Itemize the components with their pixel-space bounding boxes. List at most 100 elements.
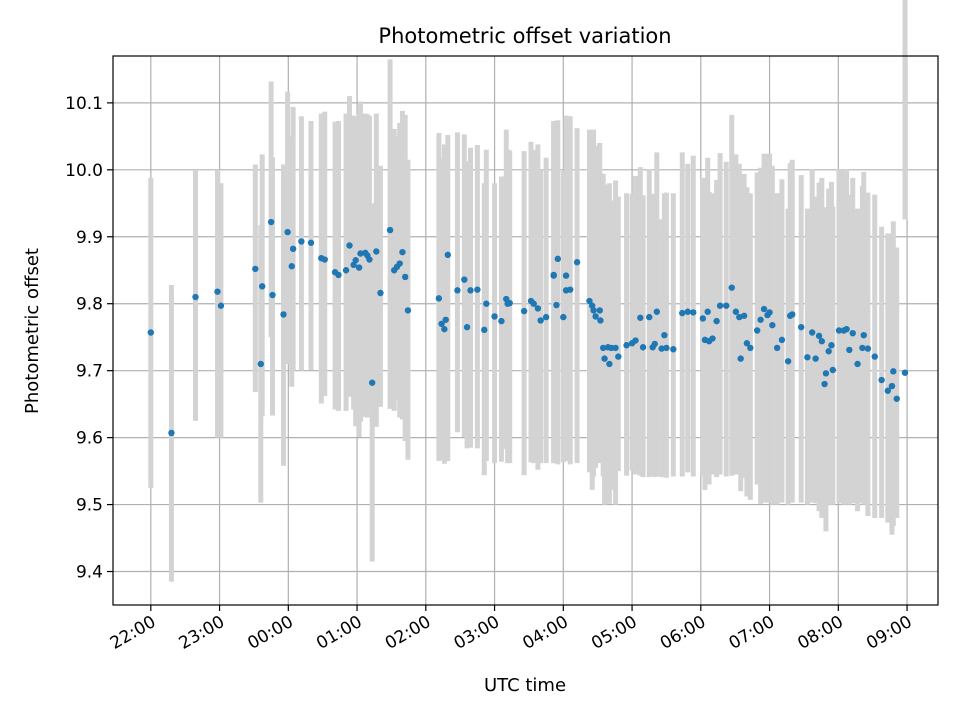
data-point: [284, 228, 291, 236]
data-point: [713, 317, 720, 325]
data-point: [797, 323, 805, 331]
data-point: [147, 329, 155, 336]
data-point: [467, 287, 474, 294]
data-point: [386, 226, 394, 234]
data-point: [491, 313, 498, 320]
data-point: [217, 302, 225, 309]
data-point: [615, 353, 622, 360]
data-point: [307, 239, 315, 246]
data-point: [632, 337, 639, 344]
data-point: [679, 309, 686, 317]
data-point: [373, 248, 380, 255]
chart-title: Photometric offset variation: [378, 24, 671, 48]
data-point: [884, 387, 892, 394]
data-point: [168, 429, 175, 437]
data-point: [901, 369, 909, 376]
data-point: [404, 307, 412, 314]
data-point: [854, 360, 861, 368]
data-point: [859, 344, 866, 352]
data-point: [289, 245, 297, 253]
data-point: [461, 276, 468, 283]
data-point: [553, 301, 560, 309]
data-point: [658, 345, 665, 352]
data-point: [812, 355, 819, 362]
data-point: [352, 257, 359, 264]
data-point: [438, 320, 445, 328]
data-point: [550, 272, 557, 279]
data-point: [435, 295, 443, 302]
data-point: [890, 368, 897, 375]
data-point: [804, 354, 811, 361]
y-tick-label: 9.5: [76, 496, 103, 516]
data-point: [843, 325, 850, 333]
data-point: [474, 286, 481, 293]
data-point: [454, 287, 461, 294]
data-point: [646, 313, 653, 321]
data-point: [778, 336, 786, 344]
data-point: [821, 380, 828, 388]
data-point: [463, 323, 471, 331]
data-point: [690, 309, 697, 316]
data-point: [732, 308, 740, 315]
data-point: [562, 272, 570, 279]
data-point: [740, 312, 748, 319]
data-point: [684, 308, 691, 315]
data-point: [699, 315, 707, 322]
data-point: [444, 251, 452, 259]
data-point: [835, 327, 843, 334]
data-point: [893, 395, 900, 402]
data-point: [846, 346, 853, 354]
data-point: [586, 297, 593, 305]
data-point: [670, 346, 677, 353]
data-point: [298, 238, 305, 245]
data-point: [888, 382, 896, 390]
data-point: [267, 218, 275, 226]
data-point: [716, 302, 724, 309]
data-point: [596, 307, 603, 314]
data-point: [825, 348, 832, 355]
data-point: [530, 300, 537, 307]
data-point: [815, 332, 823, 340]
y-axis-ticks: 9.4 9.5 9.6 9.7 9.8 9.9 10.0 10.1: [65, 94, 113, 583]
data-point: [357, 250, 364, 257]
data-point: [828, 342, 835, 349]
data-point: [637, 314, 644, 321]
data-point: [257, 360, 265, 368]
data-point: [728, 284, 735, 291]
data-point: [808, 329, 816, 336]
data-point: [878, 376, 885, 384]
data-point: [280, 311, 287, 318]
data-point: [592, 313, 599, 320]
data-point: [599, 344, 607, 352]
data-point: [214, 288, 221, 295]
data-point: [399, 248, 406, 256]
data-point: [368, 379, 376, 386]
data-point: [723, 302, 730, 309]
data-point: [789, 311, 796, 318]
data-point: [653, 308, 661, 315]
data-point: [537, 317, 544, 324]
y-tick-label: 9.4: [76, 563, 103, 583]
data-point: [753, 327, 761, 334]
data-point: [860, 331, 867, 339]
data-point: [542, 313, 550, 321]
data-point: [442, 316, 449, 323]
data-point: [396, 260, 403, 267]
data-point: [773, 344, 781, 352]
data-point: [401, 273, 409, 281]
data-point: [346, 242, 353, 249]
data-point: [566, 286, 574, 293]
data-point: [355, 264, 363, 271]
data-point: [597, 317, 604, 324]
data-point: [258, 283, 266, 290]
data-point: [769, 321, 776, 329]
data-point: [747, 344, 754, 352]
data-point: [192, 293, 199, 301]
plot-area-frame: [112, 55, 939, 606]
data-point: [481, 326, 488, 334]
data-points: [147, 218, 909, 437]
data-point: [601, 355, 608, 362]
y-tick-label: 9.8: [76, 295, 103, 315]
data-point: [498, 317, 505, 325]
